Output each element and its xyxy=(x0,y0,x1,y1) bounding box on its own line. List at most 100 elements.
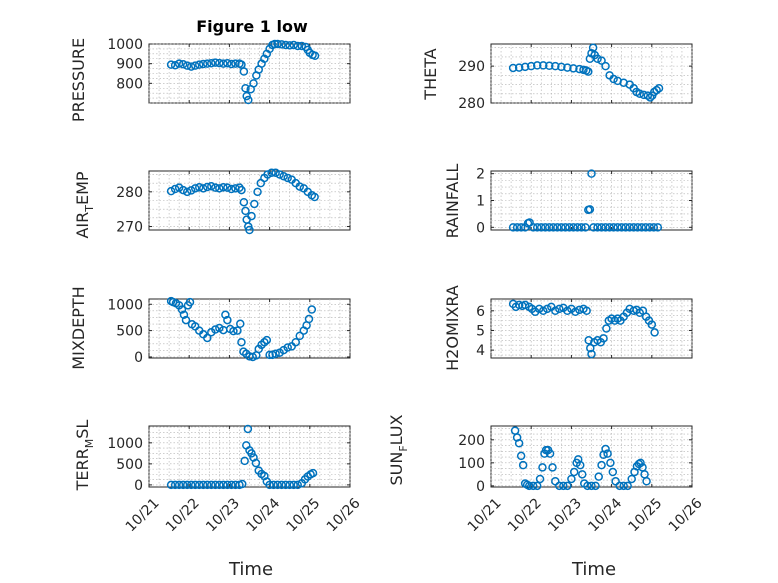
data-point xyxy=(641,223,651,232)
data-point xyxy=(543,304,552,314)
data-point xyxy=(545,61,554,71)
data-point xyxy=(528,223,538,232)
data-point xyxy=(279,171,288,181)
y-tick-label: 1 xyxy=(476,194,485,210)
data-point xyxy=(623,481,632,491)
data-point xyxy=(593,223,602,232)
data-point xyxy=(538,463,547,472)
data-point xyxy=(211,325,220,334)
data-point xyxy=(273,39,282,49)
data-point xyxy=(240,456,249,466)
data-point xyxy=(541,223,550,232)
data-point xyxy=(263,170,272,179)
data-point xyxy=(555,481,564,491)
data-point xyxy=(186,62,196,71)
data-point xyxy=(605,223,614,232)
y-tick-label: 500 xyxy=(116,324,143,340)
data-point xyxy=(174,59,184,68)
data-point xyxy=(249,79,258,88)
data-point xyxy=(215,58,224,68)
x-tick-label: 10/22 xyxy=(163,495,203,535)
data-point xyxy=(548,463,557,472)
panel-4: 0 1 2 RAINFALL xyxy=(443,164,693,238)
data-point xyxy=(532,61,542,70)
data-point xyxy=(219,480,228,490)
data-point xyxy=(203,333,212,343)
y-tick-label: 290 xyxy=(458,59,485,75)
data-point xyxy=(524,481,534,491)
data-point xyxy=(608,467,618,477)
y-tick-label: 4 xyxy=(476,343,485,359)
data-point xyxy=(283,173,292,183)
data-point xyxy=(645,223,655,232)
data-point xyxy=(587,481,596,491)
data-point xyxy=(211,480,220,490)
data-point xyxy=(269,480,278,490)
data-point xyxy=(602,324,611,333)
data-point xyxy=(545,223,554,232)
data-point xyxy=(178,60,188,69)
data-point xyxy=(520,300,530,310)
data-point xyxy=(594,472,603,481)
data-point xyxy=(229,326,238,336)
data-point xyxy=(281,480,290,490)
data-point xyxy=(247,211,256,221)
data-point xyxy=(310,192,319,202)
data-point xyxy=(642,476,651,486)
data-point xyxy=(207,59,216,68)
data-point xyxy=(174,480,184,490)
data-point xyxy=(553,223,562,232)
data-point xyxy=(265,350,274,360)
data-point xyxy=(561,223,570,232)
data-point xyxy=(297,41,307,51)
data-point xyxy=(227,184,236,194)
data-point xyxy=(199,480,208,490)
data-point xyxy=(295,331,304,341)
data-point xyxy=(569,64,578,73)
data-point xyxy=(578,470,587,479)
data-point xyxy=(577,223,586,232)
data-point xyxy=(195,183,204,192)
data-point xyxy=(273,480,282,490)
x-axis-label-right: Time xyxy=(571,559,616,580)
y-tick-label: 6 xyxy=(476,304,485,320)
data-point xyxy=(591,481,600,491)
data-point xyxy=(512,223,522,232)
x-tick-label: 10/21 xyxy=(123,495,163,535)
data-point xyxy=(532,223,542,232)
data-point xyxy=(583,481,592,491)
data-point xyxy=(304,314,314,324)
data-point xyxy=(186,480,196,490)
panel-7: 10/21 10/22 10/23 10/24 10/25 10/26 0 500 1000 TE… xyxy=(73,420,364,536)
data-point xyxy=(619,481,628,491)
y-tick-label: 900 xyxy=(116,57,143,73)
data-point xyxy=(170,184,180,194)
x-tick-label: 10/24 xyxy=(243,495,283,535)
data-point xyxy=(293,480,302,490)
data-point xyxy=(534,304,544,314)
data-point xyxy=(203,480,212,490)
x-tick-label: 10/26 xyxy=(666,495,706,535)
y-tick-label: 0 xyxy=(476,220,485,236)
data-point xyxy=(647,320,657,329)
data-point xyxy=(260,54,269,63)
y-tick-label: 1000 xyxy=(107,436,143,452)
x-tick-label: 10/25 xyxy=(284,495,324,535)
data-point xyxy=(182,187,192,197)
x-tick-label: 10/23 xyxy=(203,495,243,535)
data-point xyxy=(237,185,246,195)
data-point xyxy=(609,74,618,84)
y-axis-label: H2OMIXRA xyxy=(443,285,462,371)
data-point xyxy=(654,84,664,93)
data-point xyxy=(166,186,176,196)
data-point xyxy=(285,41,294,50)
data-point xyxy=(244,95,253,105)
data-point xyxy=(518,460,528,470)
data-point xyxy=(549,223,558,232)
data-point xyxy=(573,223,582,232)
data-point xyxy=(597,56,606,65)
data-point xyxy=(277,40,286,49)
panel-6: 4 5 6 H2OMIXRA xyxy=(443,285,693,371)
data-point xyxy=(233,326,242,335)
